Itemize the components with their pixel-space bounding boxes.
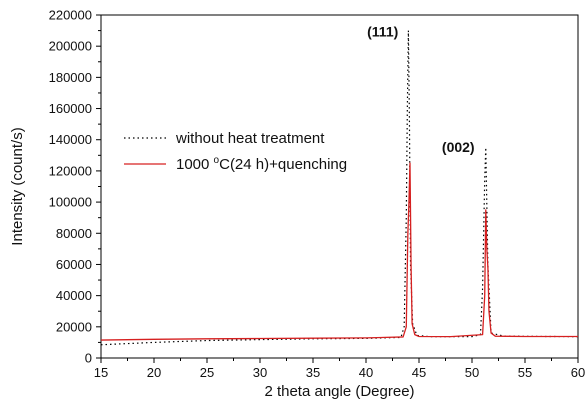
x-tick-label: 45 [412,365,426,380]
x-tick-label: 20 [147,365,161,380]
y-axis-title: Intensity (count/s) [9,127,26,245]
y-tick-label: 120000 [49,163,92,178]
y-tick-label: 40000 [56,288,92,303]
x-tick-label: 30 [253,365,267,380]
series-line-1 [100,162,578,341]
axes-layer [96,14,579,363]
y-tick-label: 80000 [56,226,92,241]
x-tick-label: 15 [94,365,108,380]
x-tick-label: 50 [465,365,479,380]
plot-frame [100,14,579,359]
peak-label-1: (002) [442,139,475,155]
legend-label-0: without heat treatment [175,130,325,147]
y-tick-label: 100000 [49,195,92,210]
x-tick-label: 25 [200,365,214,380]
series-line-0 [100,29,579,346]
x-tick-label: 35 [306,365,320,380]
y-tick-label: 160000 [49,101,92,116]
peak-label-0: (111) [367,24,398,40]
x-tick-label: 60 [571,365,585,380]
y-tick-label: 200000 [49,39,92,54]
y-tick-label: 0 [85,351,92,366]
legend-label-1: 1000 oC(24 h)+quenching [176,155,347,173]
labels-layer: 15 20 25 30 35 40 45 50 55 60 0 20000 40000 60000 8000… [9,8,585,401]
y-tick-label: 60000 [56,257,92,272]
series-layer [100,29,579,346]
x-axis-title: 2 theta angle (Degree) [264,383,414,400]
y-tick-label: 140000 [49,132,92,147]
x-tick-label: 40 [359,365,373,380]
y-tick-label: 180000 [49,70,92,85]
y-tick-label: 220000 [49,8,92,23]
x-tick-label: 55 [518,365,532,380]
y-tick-label: 20000 [56,319,92,334]
